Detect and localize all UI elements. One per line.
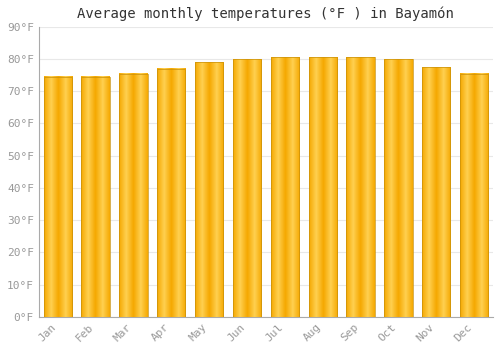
Bar [233,59,261,317]
Bar [119,74,148,317]
Bar [157,69,186,317]
Bar [346,57,375,317]
Bar [44,77,72,317]
Bar [82,77,110,317]
Bar [460,74,488,317]
Bar [270,57,299,317]
Bar [308,57,337,317]
Title: Average monthly temperatures (°F ) in Bayamón: Average monthly temperatures (°F ) in Ba… [78,7,454,21]
Bar [422,67,450,317]
Bar [384,59,412,317]
Bar [195,62,224,317]
